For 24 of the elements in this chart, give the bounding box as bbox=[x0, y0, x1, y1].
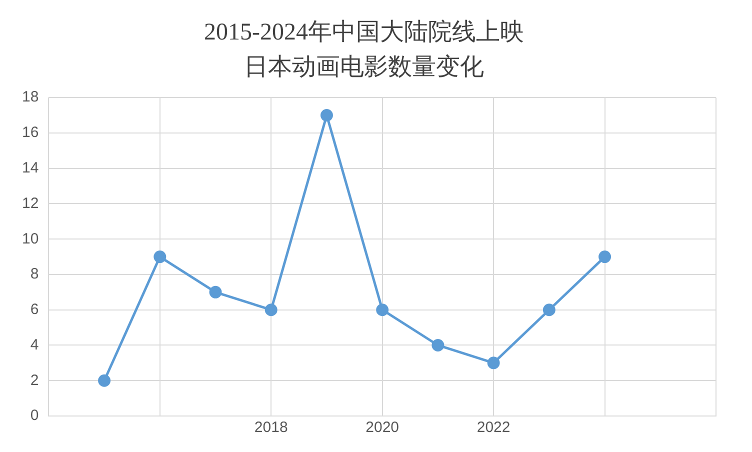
point bbox=[598, 250, 612, 264]
y-tick-label: 10 bbox=[22, 230, 39, 248]
y-tick-label: 16 bbox=[22, 124, 39, 142]
y-tick-label: 6 bbox=[30, 301, 39, 318]
point bbox=[98, 374, 111, 387]
point bbox=[154, 250, 166, 264]
y-tick-label: 8 bbox=[30, 266, 39, 283]
point bbox=[432, 338, 444, 352]
y-tick-label: 0 bbox=[30, 407, 39, 424]
point bbox=[264, 304, 278, 316]
x-tick-label: 2018 bbox=[254, 419, 288, 436]
point bbox=[487, 356, 500, 370]
y-tick-label: 4 bbox=[30, 336, 39, 354]
chart-title: 2015-2024年中国大陆院线上映日本动画电影数量变化 bbox=[204, 18, 524, 80]
point bbox=[376, 304, 389, 316]
x-tick-label: 2022 bbox=[476, 419, 510, 436]
point bbox=[209, 286, 222, 298]
point bbox=[320, 109, 333, 122]
y-tick-label: 12 bbox=[22, 194, 39, 212]
y-tick-label: 2 bbox=[30, 372, 39, 389]
point bbox=[542, 304, 556, 316]
y-tick-label: 14 bbox=[22, 159, 39, 176]
x-tick-label: 2020 bbox=[366, 419, 400, 436]
y-tick-label: 18 bbox=[22, 88, 39, 106]
